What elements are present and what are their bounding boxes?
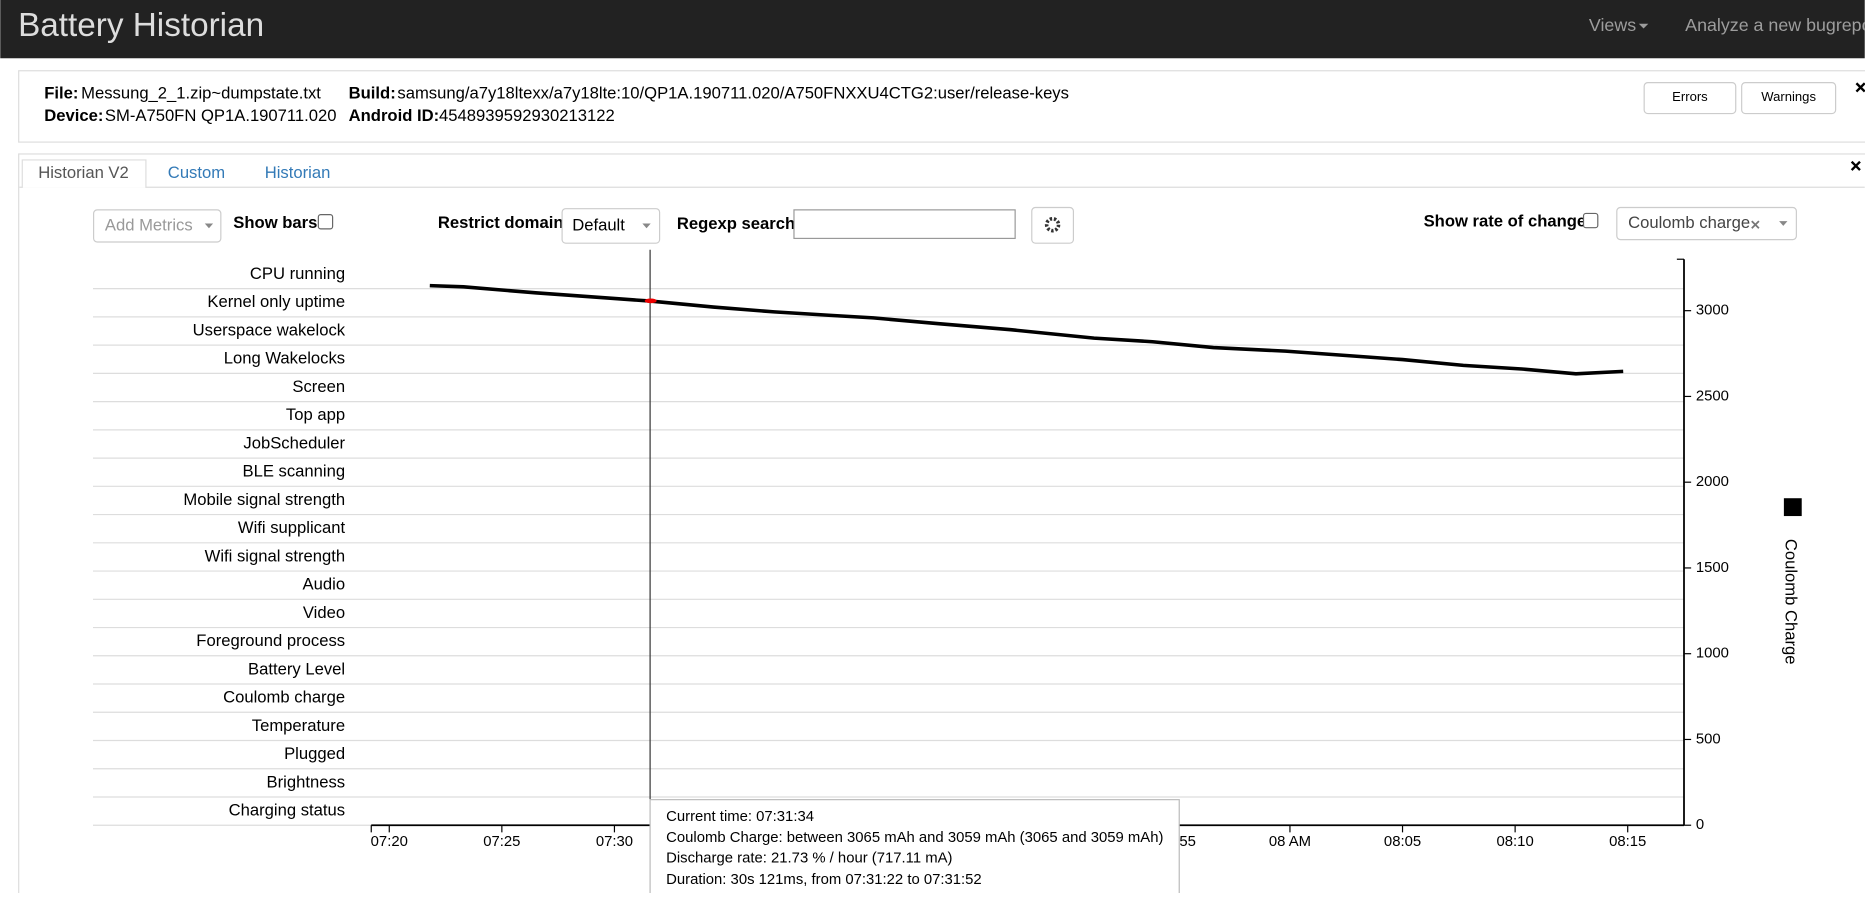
x-tick-label: 07:25 [483,834,520,850]
caret [642,223,651,229]
app-title[interactable]: Battery Historian [18,7,264,44]
y2-tick-label: 2000 [1696,474,1729,490]
row-label: Temperature [252,716,345,735]
android-id-label: Android ID: [349,106,440,125]
nav-views[interactable]: Views [1589,15,1636,35]
row-label: Video [303,603,345,622]
x-tick-label: 08 AM [1269,834,1311,850]
build: samsung/a7y18ltexx/a7y18lte:10/QP1A.1907… [397,83,1069,102]
tooltip-line: Duration: 30s 121ms, from 07:31:22 to 07… [666,872,982,888]
domain-select[interactable] [561,208,661,244]
row-label: Mobile signal strength [183,490,345,509]
regexp-search: Regexp search [677,214,795,233]
y2-tick-label: 0 [1696,817,1704,833]
x-tick-label: 07:20 [371,834,408,850]
tooltip-line: Discharge rate: 21.73 % / hour (717.11 m… [666,850,952,866]
row-label: Wifi signal strength [205,546,345,565]
file-label: File: [44,83,78,102]
settings-button[interactable] [1031,206,1075,244]
row-label: Foreground process [196,631,345,650]
x-tick-label: 07:30 [596,834,633,850]
legend-label: Coulomb Charge [1781,539,1800,665]
y2-tick-label: 1500 [1696,560,1729,576]
caret [1779,221,1788,226]
row-label: Coulomb charge [223,688,345,707]
add-metrics[interactable] [93,209,222,243]
caret [1638,23,1649,29]
chart: CPU running Kernel only uptime Userspace w… [93,249,1802,893]
restrict-domain: Restrict domain [438,213,564,232]
info-panel [18,70,1865,143]
tooltip-line: Current time: 07:31:34 [666,809,814,825]
errors-button[interactable] [1643,82,1737,115]
caret [204,223,214,229]
search-input[interactable] [793,209,1016,240]
y2-tick-label: 1000 [1696,646,1729,662]
tab[interactable]: Historian V2 [38,163,129,182]
device: SM-A750FN QP1A.190711.020 [105,106,337,125]
metric-value[interactable]: Coulomb charge [1628,213,1750,232]
row-label: JobScheduler [243,433,345,452]
close-icon[interactable] [1855,82,1865,93]
row-label: Battery Level [248,659,345,678]
row-label: CPU running [250,264,345,283]
build-label: Build: [349,83,396,102]
show-bars: Show bars [233,213,317,232]
warnings-label[interactable]: Warnings [1761,89,1816,104]
active-tab[interactable] [21,159,147,188]
android-id: 4548939592930213122 [439,106,615,125]
tabs-panel [18,153,1865,898]
x-tick-label: 08:05 [1384,834,1421,850]
row-label: Wifi supplicant [238,518,346,537]
legend-swatch [1783,498,1802,517]
metric-select[interactable] [1616,206,1797,241]
row-label: Audio [303,575,346,594]
add-metrics-text[interactable]: Add Metrics [105,215,193,234]
gear-icon [1044,217,1061,233]
cursor-highlight [644,298,657,304]
domain-value[interactable]: Default [572,215,625,234]
y2-tick-label: 2500 [1696,388,1729,404]
tab[interactable]: Historian [265,163,331,182]
navbar [0,0,1865,59]
checkbox[interactable] [317,214,334,230]
row-label: Brightness [267,772,346,791]
device-label: Device: [44,106,103,125]
row-label: BLE scanning [243,462,346,481]
x-tick-label: 08:15 [1609,834,1646,850]
series-line [429,283,1624,376]
checkbox[interactable] [1582,212,1599,229]
row-label: Userspace wakelock [193,320,346,339]
row-label: Screen [292,377,345,396]
nav-analyze[interactable]: Analyze a new bugreport [1685,15,1865,35]
y2-tick-label: 3000 [1696,303,1729,319]
row-label: Long Wakelocks [224,349,345,368]
errors-label[interactable]: Errors [1672,89,1708,104]
row-label: Plugged [284,744,345,763]
show-rate: Show rate of change [1424,212,1587,231]
x-tick-label: 08:10 [1497,834,1534,850]
clear-icon[interactable] [1751,220,1760,229]
tooltip [649,799,1180,898]
warnings-button[interactable] [1741,82,1837,115]
tooltip-line: Coulomb Charge: between 3065 mAh and 305… [666,830,1163,846]
row-label: Charging status [229,800,345,819]
row-label: Top app [286,405,345,424]
tab[interactable]: Custom [168,163,225,182]
row-label: Kernel only uptime [207,292,345,311]
y2-tick-label: 500 [1696,731,1721,747]
close-icon[interactable] [1850,160,1861,171]
file: Messung_2_1.zip~dumpstate.txt [81,83,321,102]
